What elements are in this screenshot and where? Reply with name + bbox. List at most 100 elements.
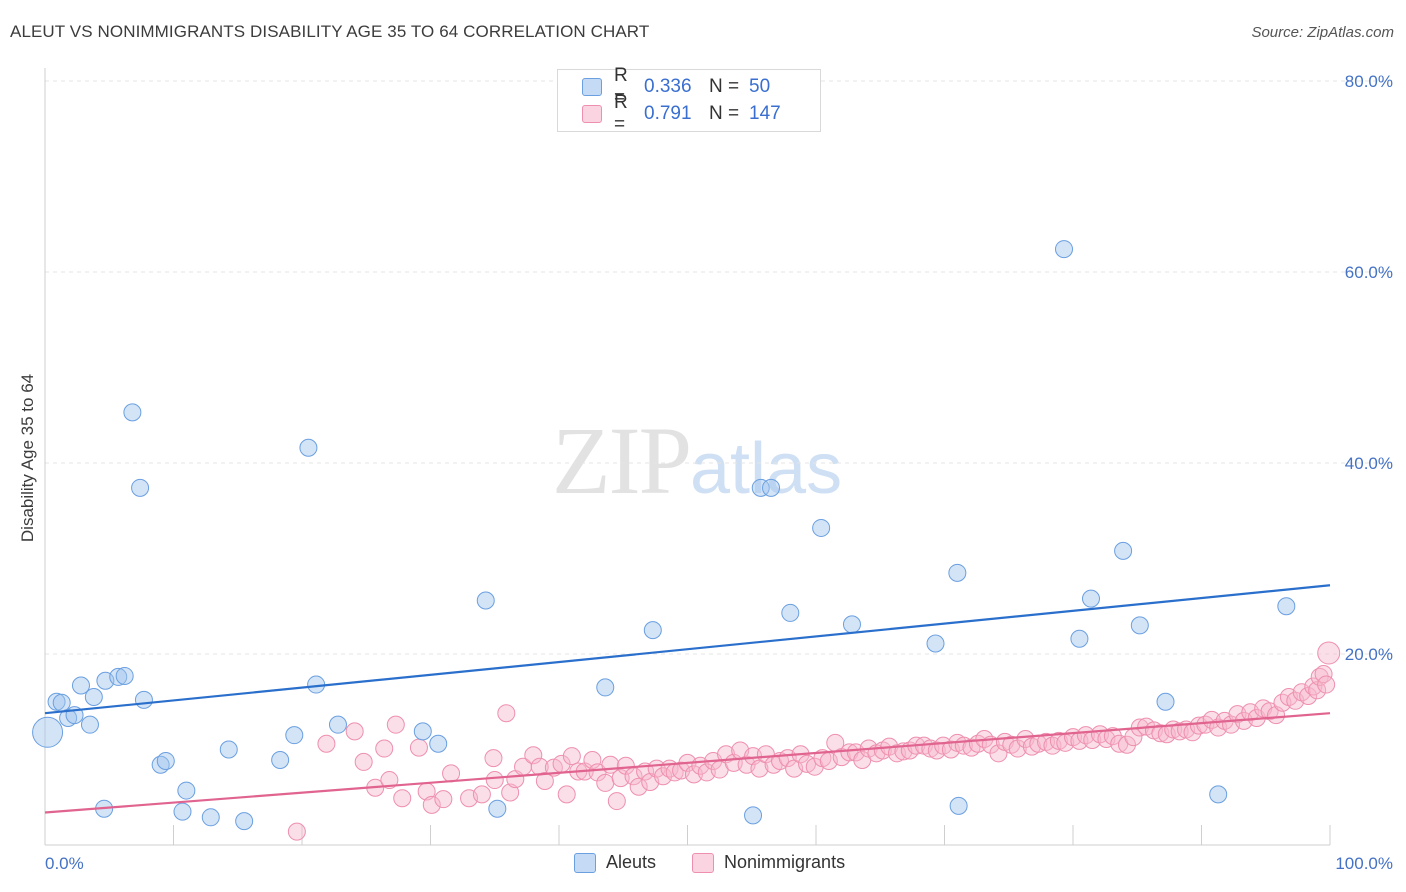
data-point-nonimmigrants: [1103, 727, 1122, 746]
legend-row-nonimmigrants: R = 0.791 N = 147: [582, 92, 781, 135]
series-legend-nonimmigrants[interactable]: Nonimmigrants: [692, 852, 845, 873]
data-point-aleuts: [235, 812, 254, 831]
data-point-nonimmigrants: [1008, 739, 1027, 758]
data-point-aleuts: [201, 808, 220, 827]
data-point-aleuts: [123, 403, 142, 422]
legend-n-label: N =: [709, 76, 740, 97]
data-point-nonimmigrants: [497, 704, 516, 723]
data-point-nonimmigrants: [386, 715, 405, 734]
data-point-aleuts: [949, 796, 968, 815]
legend-n-label: N =: [709, 103, 740, 124]
watermark: ZIPatlas: [552, 405, 842, 516]
chart-title: ALEUT VS NONIMMIGRANTS DISABILITY AGE 35…: [10, 22, 650, 41]
data-point-nonimmigrants: [1317, 641, 1341, 665]
data-point-nonimmigrants: [1317, 675, 1336, 694]
series-legend-aleuts[interactable]: Aleuts: [574, 852, 656, 873]
series-label-aleuts: Aleuts: [606, 852, 657, 872]
data-point-aleuts: [1055, 240, 1074, 259]
data-point-nonimmigrants: [1202, 710, 1221, 729]
data-point-aleuts: [1209, 785, 1228, 804]
y-axis-label: Disability Age 35 to 64: [18, 374, 37, 542]
data-point-aleuts: [71, 676, 90, 695]
legend-r-value: 0.336: [644, 76, 692, 97]
data-point-aleuts: [762, 478, 781, 497]
data-point-nonimmigrants: [345, 722, 364, 741]
data-point-aleuts: [84, 687, 103, 706]
data-point-nonimmigrants: [354, 752, 373, 771]
data-point-nonimmigrants: [1117, 735, 1136, 754]
data-point-aleuts: [271, 751, 290, 770]
source-label: Source: ZipAtlas.com: [1251, 24, 1394, 41]
series-legend: Aleuts Nonimmigrants: [574, 852, 881, 873]
data-point-nonimmigrants: [524, 746, 543, 765]
data-point-nonimmigrants: [434, 790, 453, 809]
data-point-aleuts: [751, 478, 770, 497]
x-tick-label: 0.0%: [45, 854, 84, 873]
data-point-nonimmigrants: [654, 767, 673, 786]
data-point-aleuts: [134, 690, 153, 709]
x-tick-label: 100.0%: [1335, 854, 1393, 873]
data-point-aleuts: [156, 751, 175, 770]
legend-swatch-aleuts: [582, 78, 602, 96]
data-point-aleuts: [1156, 692, 1175, 711]
data-point-aleuts: [328, 715, 347, 734]
data-point-aleuts: [285, 726, 304, 745]
data-point-aleuts: [926, 634, 945, 653]
data-point-aleuts: [1130, 616, 1149, 635]
data-point-aleuts: [173, 802, 192, 821]
data-point-nonimmigrants: [1049, 731, 1068, 750]
data-point-aleuts: [1277, 597, 1296, 616]
data-point-aleuts: [52, 693, 71, 712]
data-point-aleuts: [488, 799, 507, 818]
data-point-aleuts: [32, 716, 64, 748]
data-point-aleuts: [812, 518, 831, 537]
data-point-aleuts: [744, 806, 763, 825]
data-point-aleuts: [1081, 589, 1100, 608]
data-point-nonimmigrants: [484, 749, 503, 768]
data-point-aleuts: [219, 740, 238, 759]
watermark-zip: ZIP: [552, 407, 692, 514]
y-tick-label: 80.0%: [1345, 72, 1393, 91]
data-point-aleuts: [47, 692, 66, 711]
data-point-aleuts: [299, 438, 318, 457]
data-point-nonimmigrants: [1308, 681, 1327, 700]
data-point-nonimmigrants: [422, 795, 441, 814]
data-point-nonimmigrants: [501, 783, 520, 802]
legend-r-label: R =: [614, 92, 628, 135]
data-point-nonimmigrants: [927, 741, 946, 760]
data-point-nonimmigrants: [562, 747, 581, 766]
data-point-nonimmigrants: [557, 785, 576, 804]
data-point-nonimmigrants: [380, 771, 399, 790]
legend-row-aleuts: R = 0.336 N = 50: [582, 65, 771, 108]
data-point-aleuts: [842, 615, 861, 634]
trend-line-nonimmigrants: [44, 712, 1331, 814]
data-point-nonimmigrants: [485, 771, 504, 790]
data-point-nonimmigrants: [1170, 722, 1189, 741]
y-tick-label: 60.0%: [1345, 263, 1393, 282]
data-point-nonimmigrants: [287, 822, 306, 841]
data-point-nonimmigrants: [1314, 665, 1333, 684]
data-point-nonimmigrants: [535, 772, 554, 791]
data-point-nonimmigrants: [607, 792, 626, 811]
data-point-aleuts: [781, 603, 800, 622]
data-point-nonimmigrants: [989, 744, 1008, 763]
data-point-nonimmigrants: [409, 738, 428, 757]
data-point-nonimmigrants: [596, 773, 615, 792]
data-point-aleuts: [476, 591, 495, 610]
data-point-aleuts: [80, 715, 99, 734]
legend-r-label: R =: [614, 65, 628, 108]
data-point-aleuts: [948, 563, 967, 582]
watermark-atlas: atlas: [690, 429, 843, 509]
data-point-nonimmigrants: [375, 739, 394, 758]
data-point-nonimmigrants: [442, 764, 461, 783]
legend-r-value: 0.791: [644, 103, 692, 124]
data-point-aleuts: [643, 621, 662, 640]
legend-n-value: 50: [749, 76, 771, 97]
data-point-nonimmigrants: [1299, 687, 1318, 706]
data-point-aleuts: [177, 781, 196, 800]
data-point-nonimmigrants: [629, 777, 648, 796]
data-point-aleuts: [1114, 541, 1133, 560]
y-tick-label: 20.0%: [1345, 645, 1393, 664]
series-swatch-nonimmigrants: [692, 852, 715, 873]
